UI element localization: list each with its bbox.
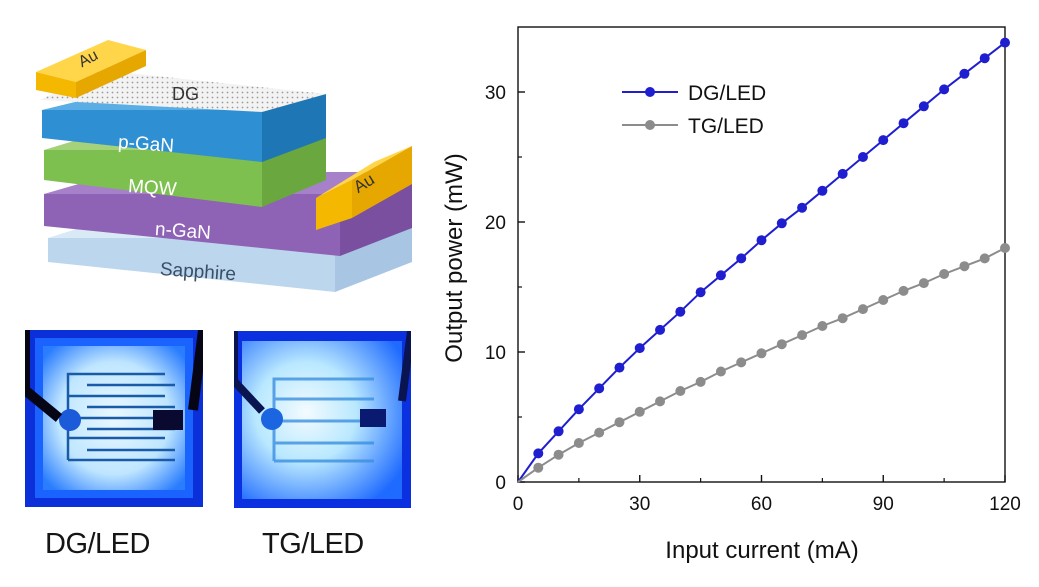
legend-entry: TG/LED (622, 115, 764, 138)
legend-entry: DG/LED (622, 82, 766, 105)
data-point (1000, 243, 1010, 253)
legend-label: TG/LED (688, 115, 764, 138)
data-point (939, 84, 950, 95)
x-axis-label: Input current (mA) (665, 537, 858, 564)
data-point (979, 253, 990, 264)
series-line (517, 41, 1006, 483)
data-point (898, 285, 909, 296)
y-axis-label: Output power (mW) (441, 153, 468, 362)
data-point (553, 426, 564, 437)
y-tick-label: 10 (485, 343, 506, 364)
data-point (533, 448, 544, 459)
data-point (776, 339, 787, 350)
data-point (715, 366, 726, 377)
data-point (695, 376, 706, 387)
data-point (918, 278, 929, 289)
data-point (776, 218, 787, 229)
n-gan-label: n-GaN (154, 219, 211, 244)
output-power-chart: 0 30 60 90 120 0 10 20 30 DG/LED TG/LED Input cur… (441, 26, 1021, 564)
data-point (797, 202, 808, 213)
data-point (614, 362, 625, 373)
data-point (756, 235, 767, 246)
data-point (959, 261, 970, 272)
data-point (979, 53, 990, 64)
data-point (594, 383, 605, 394)
y-tick-label: 0 (495, 473, 506, 494)
chart-legend: DG/LED TG/LED (622, 82, 766, 138)
data-point (695, 287, 706, 298)
data-point (756, 348, 767, 359)
data-point (655, 324, 666, 335)
data-point (837, 168, 848, 179)
series-tg-led (517, 243, 1010, 483)
data-point (553, 449, 564, 460)
data-point (655, 396, 666, 407)
data-point (918, 101, 929, 112)
x-tick-label: 30 (629, 494, 650, 515)
data-point (614, 417, 625, 428)
data-point (817, 185, 828, 196)
data-point (837, 313, 848, 324)
data-point (939, 269, 950, 279)
x-tick-label: 60 (751, 494, 772, 515)
data-point (573, 404, 584, 415)
x-tick-label: 0 (513, 494, 524, 515)
data-point (675, 386, 686, 396)
x-tick-label: 120 (989, 494, 1021, 515)
axis-ticks: 0 30 60 90 120 0 10 20 30 (485, 83, 1021, 515)
data-point (573, 438, 584, 448)
data-point (736, 357, 747, 368)
legend-label: DG/LED (688, 82, 766, 105)
data-point (634, 343, 645, 354)
series-layer (517, 37, 1010, 483)
dg-led-photo-caption: DG/LED (45, 528, 150, 560)
data-point (857, 152, 868, 162)
p-gan-label: p-GaN (117, 132, 174, 157)
dg-led-emission-photo (25, 330, 203, 507)
legend-marker (645, 120, 655, 130)
data-point (1000, 37, 1010, 48)
data-point (715, 270, 726, 281)
data-point (533, 462, 544, 473)
dg-label: DG (172, 84, 199, 104)
series-dg-led (517, 37, 1010, 483)
series-line (517, 247, 1006, 483)
y-tick-label: 20 (485, 213, 506, 234)
data-point (675, 306, 686, 317)
mqw-label: MQW (127, 176, 177, 200)
au-top-contact: Au (36, 40, 146, 98)
led-layer-stack-diagram: Sapphire n-GaN MQW Au p-GaN DG (36, 40, 412, 292)
data-point (817, 321, 828, 331)
data-point (878, 135, 889, 146)
data-point (857, 304, 868, 315)
data-point (634, 406, 645, 417)
data-point (797, 330, 808, 341)
au-side-contact: Au (316, 146, 412, 230)
data-point (959, 68, 970, 79)
data-point (898, 118, 909, 129)
data-point (736, 253, 747, 264)
sapphire-label: Sapphire (159, 259, 236, 285)
legend-marker (645, 87, 655, 97)
y-tick-label: 30 (485, 83, 506, 104)
x-tick-label: 90 (873, 494, 894, 515)
tg-led-photo-caption: TG/LED (262, 528, 364, 560)
data-point (878, 295, 889, 305)
data-point (594, 427, 605, 438)
tg-led-emission-photo (234, 331, 411, 508)
